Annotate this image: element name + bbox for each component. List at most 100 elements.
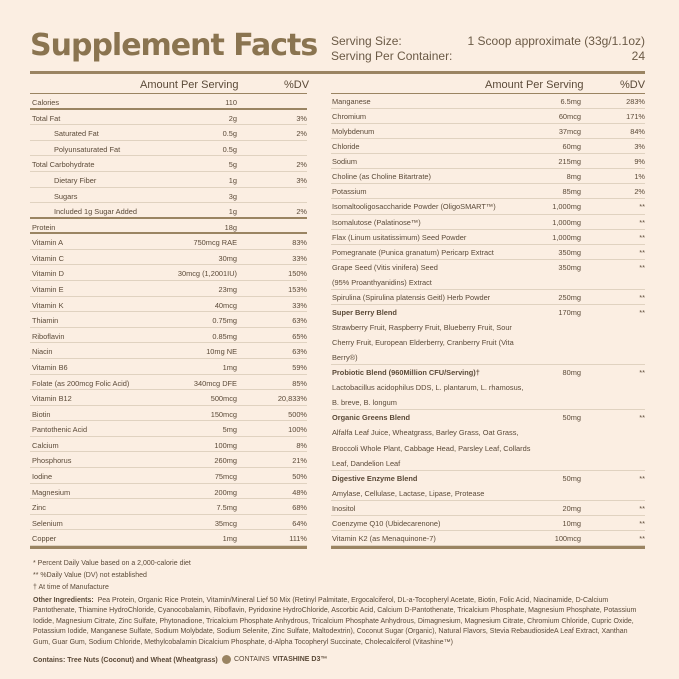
nutrient-dv: 50%	[292, 472, 307, 482]
left-header-divider	[30, 93, 307, 94]
nutrient-row: Niacin 10mg NE 63%	[30, 343, 307, 359]
right-bottom-divider	[331, 546, 645, 549]
nutrient-dv: **	[639, 202, 645, 212]
nutrient-row: Manganese 6.5mg 283%	[331, 94, 645, 110]
nutrient-row: Spirulina (Spirulina platensis Geitl) He…	[331, 290, 645, 305]
nutrient-name: Choline (as Choline Bitartrate)	[332, 169, 532, 184]
nutrient-dv: 2%	[296, 129, 307, 139]
nutrient-name: Vitamin K	[32, 300, 64, 310]
left-header-amount: Amount Per Serving	[140, 79, 239, 91]
nutrient-row: Biotin 150mcg 500%	[30, 406, 307, 422]
nutrient-dv: 20,833%	[277, 394, 307, 404]
serving-size: Serving Size: 1 Scoop approximate (33g/1…	[331, 34, 645, 48]
nutrient-amount: 5g	[228, 160, 237, 170]
nutrient-dv: 111%	[289, 534, 307, 544]
nutrient-amount: 2g	[228, 113, 237, 123]
nutrient-dv: 3%	[296, 113, 307, 123]
other-ingredients-text: Pea Protein, Organic Rice Protein, Vitam…	[33, 597, 637, 646]
nutrient-dv: 2%	[634, 187, 645, 197]
nutrient-dv: **	[639, 413, 645, 423]
nutrient-dv: **	[639, 217, 645, 227]
nutrient-name: Calories	[32, 98, 60, 107]
nutrient-row: Vitamin C 30mg 33%	[30, 250, 307, 266]
nutrient-name: Super Berry Blend Strawberry Fruit, Raspb…	[332, 305, 532, 365]
nutrient-amount: 250mg	[558, 292, 581, 302]
nutrient-name: Phosphorus	[32, 456, 72, 466]
nutrient-amount: 0.5g	[222, 144, 237, 154]
nutrient-dv: 8%	[296, 440, 307, 450]
servings-per-container-value: 24	[631, 49, 645, 63]
nutrient-name: Chloride	[332, 139, 532, 154]
nutrient-row: Pomegranate (Punica granatum) Pericarp E…	[331, 245, 645, 260]
nutrient-dv: 63%	[292, 316, 307, 326]
nutrient-name: Spirulina (Spirulina platensis Geitl) He…	[332, 290, 532, 305]
nutrient-row: Coenzyme Q10 (Ubidecarenone) 10mg **	[331, 516, 645, 531]
nutrient-dv: **	[639, 262, 645, 272]
nutrient-row: Pantothenic Acid 5mg 100%	[30, 421, 307, 437]
nutrient-amount: 350mg	[558, 262, 581, 272]
nutrient-dv: 283%	[626, 97, 645, 107]
nutrient-row: Organic Greens Blend Alfalfa Leaf Juice, …	[331, 410, 645, 471]
nutrient-amount: 75mcg	[214, 472, 237, 482]
nutrient-name: Vitamin B6	[32, 362, 68, 372]
nutrient-dv: 100%	[288, 425, 307, 435]
nutrient-dv: 153%	[288, 285, 307, 295]
nutrient-dv: 84%	[630, 127, 645, 137]
nutrient-amount: 37mcg	[558, 127, 581, 137]
nutrient-name: Flax (Linum usitatissimum) Seed Powder	[332, 230, 532, 245]
nutrient-dv: 171%	[626, 112, 645, 122]
nutrient-amount: 1g	[228, 207, 237, 217]
nutrient-dv: **	[639, 247, 645, 257]
nutrient-name: Grape Seed (Vitis vinifera) Seed (95% Pro…	[332, 260, 532, 290]
nutrient-amount: 750mcg RAE	[193, 238, 237, 248]
nutrient-amount: 60mg	[562, 142, 582, 152]
nutrient-amount: 40mcg	[214, 300, 237, 310]
nutrient-amount: 30mcg (1,2001IU)	[177, 269, 237, 279]
nutrient-name: Iodine	[32, 472, 53, 482]
vitashine-prefix: CONTAINS	[234, 656, 270, 663]
nutrient-amount: 0.5g	[222, 129, 237, 139]
nutrient-name: Thiamin	[32, 316, 59, 326]
nutrient-name: Saturated Fat	[54, 129, 99, 139]
nutrient-row: Iodine 75mcg 50%	[30, 468, 307, 484]
nutrient-row: Vitamin B12 500mcg 20,833%	[30, 390, 307, 406]
nutrient-row: Total Fat 2g 3%	[30, 110, 307, 126]
nutrient-amount: 50mg	[562, 413, 582, 423]
nutrient-name: Potassium	[332, 184, 532, 199]
other-ingredients: Other Ingredients: Pea Protein, Organic …	[33, 596, 645, 648]
nutrient-name: Chromium	[332, 109, 532, 124]
nutrient-row: Vitamin K 40mcg 33%	[30, 297, 307, 313]
blend-title: Probiotic Blend (960Million CFU/Serving)…	[332, 368, 480, 378]
right-header-amount: Amount Per Serving	[485, 79, 584, 91]
nutrient-name: Inositol	[332, 501, 532, 516]
nutrient-row: Isomalutose (Palatinose™) 1,000mg **	[331, 215, 645, 230]
nutrient-amount: 170mg	[558, 307, 581, 317]
right-header-divider	[331, 93, 645, 94]
vitashine-brand: VITASHINE D3™	[272, 656, 328, 663]
nutrient-dv: 68%	[292, 503, 307, 513]
nutrient-amount: 35mcg	[214, 518, 237, 528]
nutrient-dv: **	[639, 292, 645, 302]
nutrient-amount: 260mg	[214, 456, 237, 466]
left-header-dv: %DV	[284, 79, 310, 91]
nutrient-amount: 100mcg	[554, 533, 581, 543]
nutrient-row: Vitamin B6 1mg 59%	[30, 359, 307, 375]
nutrient-amount: 110	[225, 98, 237, 107]
nutrient-amount: 1mg	[222, 534, 237, 544]
nutrient-row: Vitamin E 23mg 153%	[30, 281, 307, 297]
nutrient-name-text: Potassium	[332, 187, 367, 197]
nutrient-amount: 1,000mg	[552, 202, 581, 212]
nutrient-name: Included 1g Sugar Added	[54, 207, 138, 217]
right-header-dv: %DV	[620, 79, 646, 91]
vitashine-logo-icon	[222, 655, 231, 664]
nutrient-amount: 1,000mg	[552, 217, 581, 227]
nutrient-name: Folate (as 200mcg Folic Acid)	[32, 378, 130, 388]
nutrient-name: Zinc	[32, 503, 46, 513]
nutrient-dv: 150%	[288, 269, 307, 279]
nutrient-name: Selenium	[32, 518, 63, 528]
nutrient-dv: **	[639, 368, 645, 378]
nutrient-amount: 1g	[228, 175, 237, 185]
nutrient-amount: 200mg	[214, 487, 237, 497]
nutrient-name-text: Vitamin K2 (as Menaquinone-7)	[332, 533, 436, 543]
nutrient-name: Organic Greens Blend Alfalfa Leaf Juice, …	[332, 410, 532, 470]
